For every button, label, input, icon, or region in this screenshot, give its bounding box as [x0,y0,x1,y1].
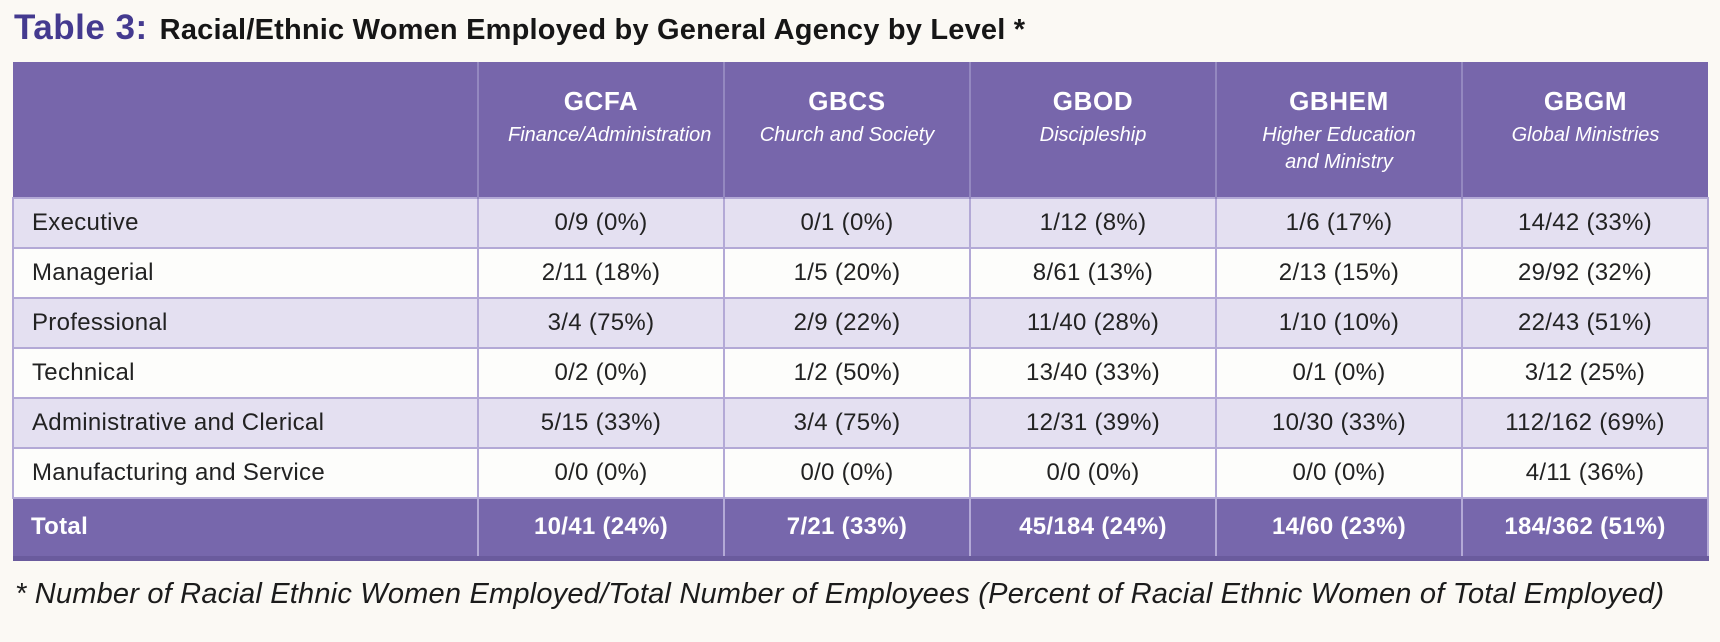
data-cell: 29/92 (32%) [1461,247,1709,299]
table-row-managerial: Managerial 2/11 (18%) 1/5 (20%) 8/61 (13… [12,247,1709,299]
column-header-gbcs: GBCS Church and Society [723,62,970,198]
data-cell: 0/2 (0%) [477,347,725,399]
data-cell: 8/61 (13%) [969,247,1217,299]
agency-abbr: GBOD [1052,86,1134,116]
total-cell: 184/362 (51%) [1461,497,1709,561]
row-label: Executive [12,197,479,249]
table-row-total: Total 10/41 (24%) 7/21 (33%) 45/184 (24%… [13,497,1709,561]
total-cell: 45/184 (24%) [969,497,1217,561]
data-cell: 4/11 (36%) [1461,447,1709,499]
agency-full-name: Church and Society [759,124,935,146]
total-cell: 14/60 (23%) [1215,497,1463,561]
data-cell: 2/11 (18%) [477,247,725,299]
agency-full-name: Global Ministries [1511,124,1660,146]
data-cell: 2/9 (22%) [723,297,971,349]
data-cell: 13/40 (33%) [969,347,1217,399]
data-cell: 0/9 (0%) [477,197,725,249]
data-cell: 3/4 (75%) [477,297,725,349]
data-cell: 0/1 (0%) [723,197,971,249]
data-cell: 1/12 (8%) [969,197,1217,249]
table-title-text: Racial/Ethnic Women Employed by General … [159,14,1026,46]
table-row-professional: Professional 3/4 (75%) 2/9 (22%) 11/40 (… [12,297,1709,349]
table-footnote: * Number of Racial Ethnic Women Employed… [15,577,1665,610]
data-cell: 22/43 (51%) [1461,297,1709,349]
data-cell: 0/0 (0%) [969,447,1217,499]
table-body: Executive 0/9 (0%) 0/1 (0%) 1/12 (8%) 1/… [12,197,1709,561]
data-cell: 1/2 (50%) [723,347,971,399]
data-cell: 10/30 (33%) [1215,397,1463,449]
data-cell: 11/40 (28%) [969,297,1217,349]
data-cell: 1/6 (17%) [1215,197,1463,249]
data-cell: 12/31 (39%) [969,397,1217,449]
data-cell: 0/0 (0%) [1215,447,1463,499]
column-header-gbod: GBOD Discipleship [969,62,1216,198]
total-label: Total [13,497,479,561]
row-label: Professional [12,297,479,349]
agency-full-name: Discipleship [1039,124,1147,146]
data-cell: 14/42 (33%) [1461,197,1709,249]
header-corner-cell [13,62,478,198]
total-cell: 10/41 (24%) [477,497,725,561]
agency-abbr: GBGM [1543,86,1628,116]
agency-abbr: GBCS [808,86,886,116]
row-label: Technical [12,347,479,399]
data-cell: 3/4 (75%) [723,397,971,449]
data-cell: 1/5 (20%) [723,247,971,299]
data-cell: 3/12 (25%) [1461,347,1709,399]
row-label: Administrative and Clerical [12,397,479,449]
data-cell: 0/0 (0%) [477,447,725,499]
row-label: Manufacturing and Service [12,447,479,499]
data-cell: 0/1 (0%) [1215,347,1463,399]
table-header: GCFA Finance/Administration GBCS Church … [13,62,1708,198]
row-label: Managerial [12,247,479,299]
table-row-executive: Executive 0/9 (0%) 0/1 (0%) 1/12 (8%) 1/… [12,197,1709,249]
column-header-gbhem: GBHEM Higher Education and Ministry [1215,62,1462,198]
agency-employment-table: GCFA Finance/Administration GBCS Church … [12,62,1709,561]
data-cell: 112/162 (69%) [1461,397,1709,449]
table-row-technical: Technical 0/2 (0%) 1/2 (50%) 13/40 (33%)… [12,347,1709,399]
table-row-manufacturing-and-service: Manufacturing and Service 0/0 (0%) 0/0 (… [12,447,1709,499]
agency-full-name: Higher Education and Ministry [1262,124,1416,173]
data-cell: 1/10 (10%) [1215,297,1463,349]
table-number-label: Table 3: [14,8,148,47]
agency-full-name: Finance/Administration [508,124,712,146]
column-header-gbgm: GBGM Global Ministries [1461,62,1708,198]
column-header-gcfa: GCFA Finance/Administration [477,62,724,198]
data-cell: 5/15 (33%) [477,397,725,449]
header-row: GCFA Finance/Administration GBCS Church … [13,62,1708,198]
data-cell: 0/0 (0%) [723,447,971,499]
table-title: Table 3: Racial/Ethnic Women Employed by … [14,8,1720,48]
total-cell: 7/21 (33%) [723,497,971,561]
agency-abbr: GCFA [563,86,639,116]
table-row-administrative-and-clerical: Administrative and Clerical 5/15 (33%) 3… [12,397,1709,449]
agency-abbr: GBHEM [1289,86,1389,116]
data-cell: 2/13 (15%) [1215,247,1463,299]
